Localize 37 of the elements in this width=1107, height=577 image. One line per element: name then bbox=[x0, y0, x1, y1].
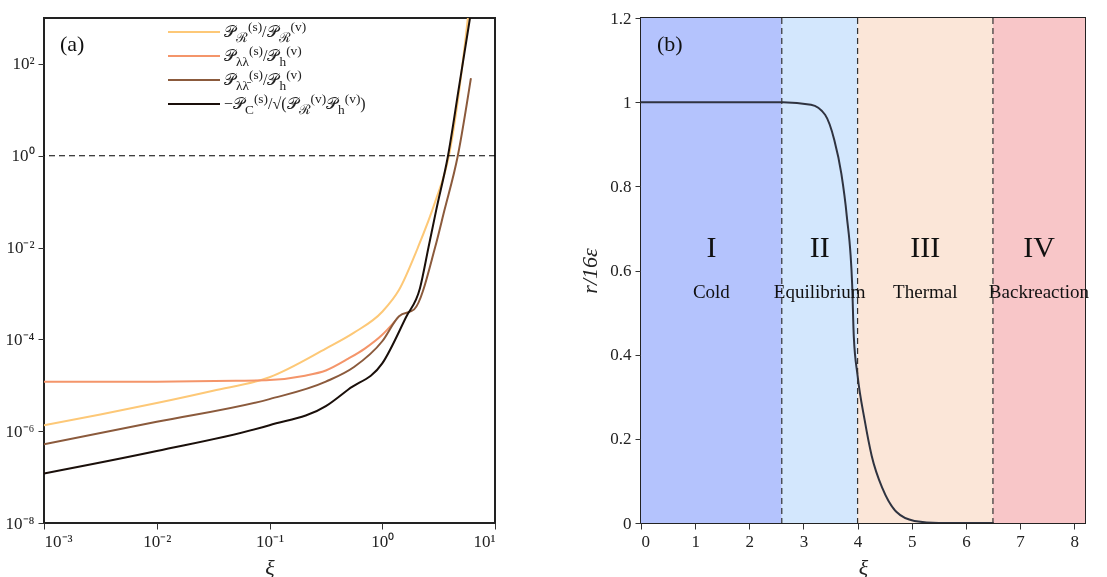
x-tick-label: 8 bbox=[1070, 531, 1079, 551]
annotation: Thermal bbox=[893, 280, 958, 302]
y-tick-label: 0.8 bbox=[610, 176, 632, 196]
x-tick-label: 5 bbox=[907, 531, 917, 551]
y-tick-label: 1 bbox=[623, 92, 632, 112]
y-tick-label: 0.6 bbox=[610, 261, 632, 280]
x-tick-label: 6 bbox=[962, 531, 971, 551]
y-tick-label: 10⁻² bbox=[6, 238, 35, 258]
y-tick-label: 10⁻⁸ bbox=[5, 513, 35, 533]
x-tick-label: 4 bbox=[853, 531, 863, 551]
y-tick-label: 10⁻⁴ bbox=[5, 329, 35, 349]
x-tick-label: 10¹ bbox=[473, 531, 496, 551]
x-tick-label: 10⁻² bbox=[143, 531, 172, 551]
x-tick-label: 0 bbox=[641, 531, 650, 551]
y-tick-label: 10⁰ bbox=[11, 146, 35, 166]
x-tick-label: 1 bbox=[691, 531, 700, 551]
x-tick-label: 10⁻¹ bbox=[255, 531, 285, 551]
x-tick-label: 10⁻³ bbox=[44, 531, 73, 551]
y-axis-title: r/16ε bbox=[577, 248, 603, 294]
annotation: (a) bbox=[60, 31, 85, 56]
annotation: (b) bbox=[657, 31, 683, 56]
annotation: Cold bbox=[692, 280, 731, 302]
band-label: IV bbox=[1023, 229, 1056, 263]
text: −𝒫$_{C}$$^{(s)}$/√(𝒫$_{ℛ}$$^{(v)}$𝒫$_{h}$$^{(v)}$) bbox=[224, 90, 366, 117]
x-tick-label: 7 bbox=[1016, 531, 1026, 551]
x-tick-label: 2 bbox=[745, 531, 755, 551]
band-label: III bbox=[910, 229, 941, 263]
band-label: II bbox=[809, 229, 830, 263]
y-tick-label: 1.2 bbox=[610, 8, 632, 28]
y-tick-label: 0.4 bbox=[610, 345, 632, 365]
band-label: I bbox=[706, 229, 717, 263]
y-tick-label: 0.2 bbox=[610, 429, 632, 449]
x-tick-label: 10⁰ bbox=[371, 531, 395, 551]
y-tick-label: 10⁻⁶ bbox=[5, 421, 35, 441]
y-tick-label: 10² bbox=[12, 54, 35, 74]
y-tick-label: 0 bbox=[623, 513, 632, 533]
x-tick-label: 3 bbox=[799, 531, 809, 551]
